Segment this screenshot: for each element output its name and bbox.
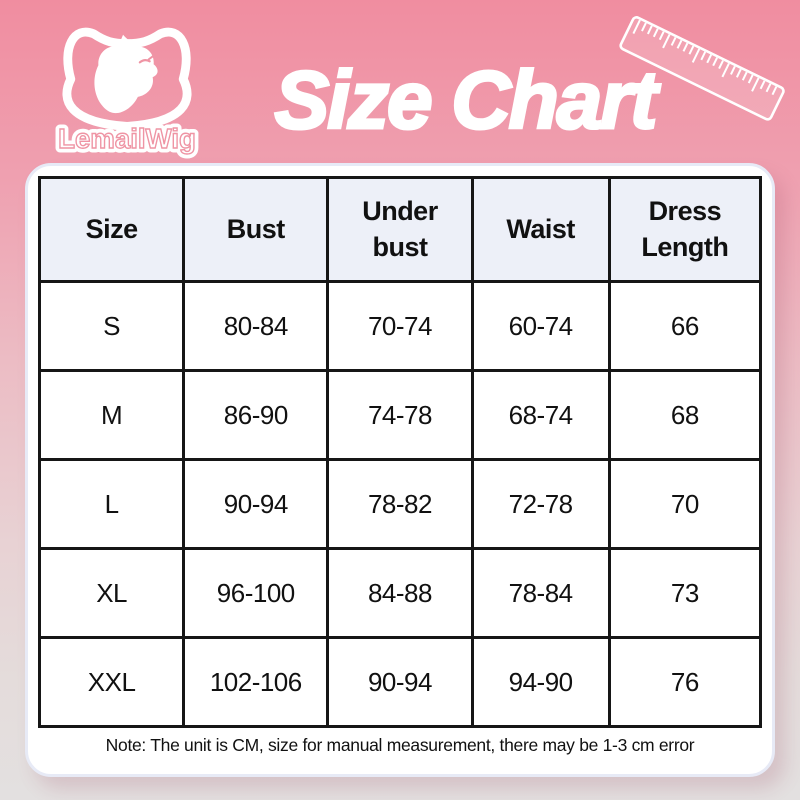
size-chart-card: Size Bust Under bust Waist Dress Length …: [25, 163, 775, 777]
size-table-body: S 80-84 70-74 60-74 66 M 86-90 74-78 68-…: [37, 280, 763, 728]
col-header-size: Size: [37, 176, 186, 283]
brand-wordmark: LemailWig: [58, 123, 196, 154]
table-cell: 94-90: [470, 636, 611, 728]
table-cell: 90-94: [326, 636, 474, 728]
size-table-header: Size Bust Under bust Waist Dress Length: [37, 176, 763, 283]
brand-wordmark-halo: LemailWig: [58, 123, 196, 154]
table-cell: 72-78: [470, 458, 611, 550]
col-header-dresslength: Dress Length: [607, 176, 763, 283]
table-cell: S: [37, 280, 186, 372]
table-cell: M: [37, 369, 186, 461]
table-cell: 68-74: [470, 369, 611, 461]
ruler-tick-marks: [632, 19, 778, 96]
table-cell: 90-94: [182, 458, 330, 550]
table-cell: 78-82: [326, 458, 474, 550]
col-header-waist: Waist: [470, 176, 611, 283]
table-cell: 96-100: [182, 547, 330, 639]
table-cell: 66: [607, 280, 763, 372]
note-text: Note: The unit is CM, size for manual me…: [105, 735, 695, 755]
ruler-icon: [619, 16, 785, 121]
col-header-dresslength-label: Dress Length: [641, 196, 729, 262]
table-cell: XL: [37, 547, 186, 639]
col-header-bust: Bust: [182, 176, 330, 283]
table-cell: 74-78: [326, 369, 474, 461]
table-row-xl: XL 96-100 84-88 78-84 73: [37, 547, 763, 639]
table-cell: L: [37, 458, 186, 550]
header-row: Size Bust Under bust Waist Dress Length: [37, 176, 763, 283]
brand-logo: LemailWig LemailWig: [54, 27, 200, 159]
table-row-xxl: XXL 102-106 90-94 94-90 76: [37, 636, 763, 728]
table-row-m: M 86-90 74-78 68-74 68: [37, 369, 763, 461]
table-cell: 78-84: [470, 547, 611, 639]
table-cell: 70-74: [326, 280, 474, 372]
cat-wig-logo-icon: [62, 27, 192, 131]
col-header-underbust-label: Under bust: [362, 196, 438, 262]
table-cell: 80-84: [182, 280, 330, 372]
table-cell: 70: [607, 458, 763, 550]
table-cell: 102-106: [182, 636, 330, 728]
table-row-s: S 80-84 70-74 60-74 66: [37, 280, 763, 372]
col-header-underbust: Under bust: [326, 176, 474, 283]
table-cell: 84-88: [326, 547, 474, 639]
table-cell: 86-90: [182, 369, 330, 461]
table-cell: XXL: [37, 636, 186, 728]
table-cell: 60-74: [470, 280, 611, 372]
size-table: Size Bust Under bust Waist Dress Length …: [37, 176, 763, 728]
table-cell: 76: [607, 636, 763, 728]
table-cell: 68: [607, 369, 763, 461]
table-cell: 73: [607, 547, 763, 639]
table-row-l: L 90-94 78-82 72-78 70: [37, 458, 763, 550]
page-title: Size Chart: [273, 55, 659, 146]
